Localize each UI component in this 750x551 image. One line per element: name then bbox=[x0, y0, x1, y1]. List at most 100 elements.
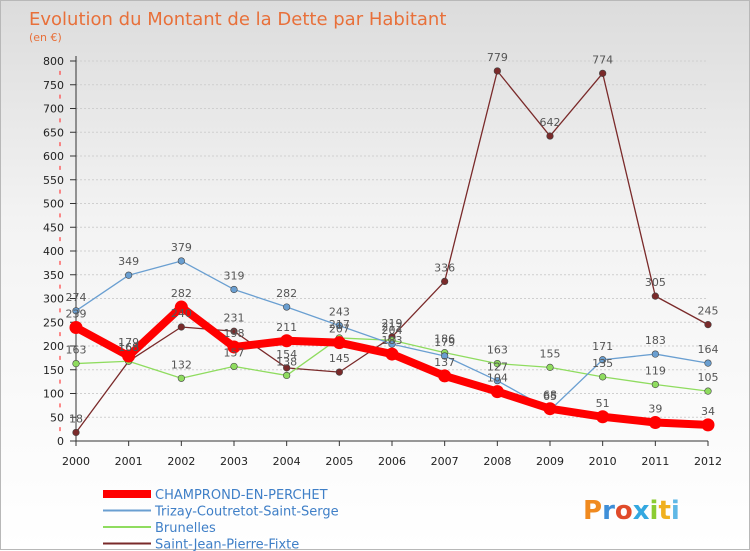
legend-label-saint-jean-pierre-fixte: Saint-Jean-Pierre-Fixte bbox=[155, 538, 299, 551]
point-champrond-en-perchet-2007 bbox=[438, 369, 451, 382]
x-tick-label-2004: 2004 bbox=[273, 455, 301, 468]
x-tick-label-2010: 2010 bbox=[589, 455, 617, 468]
data-label-brunelles-2000: 163 bbox=[66, 344, 87, 357]
data-label-trizay-coutretot-saint-serge-2002: 379 bbox=[171, 241, 192, 254]
data-label-champrond-en-perchet-2007: 137 bbox=[434, 356, 455, 369]
y-tick-label-550: 550 bbox=[43, 174, 64, 187]
legend: CHAMPROND-EN-PERCHET Trizay-Coutretot-Sai… bbox=[103, 488, 339, 551]
logo-letter: r bbox=[602, 496, 615, 526]
y-tick-label-0: 0 bbox=[57, 435, 64, 448]
point-trizay-coutretot-saint-serge-2011 bbox=[652, 351, 659, 358]
point-saint-jean-pierre-fixte-2010 bbox=[599, 70, 606, 77]
data-label-champrond-en-perchet-2000: 239 bbox=[66, 307, 87, 320]
data-label-trizay-coutretot-saint-serge-2003: 319 bbox=[224, 269, 245, 282]
y-tick-label-50: 50 bbox=[50, 411, 64, 424]
data-label-trizay-coutretot-saint-serge-2007: 179 bbox=[434, 336, 455, 349]
point-saint-jean-pierre-fixte-2005 bbox=[336, 369, 343, 376]
proxiti-logo: Proxiti bbox=[583, 496, 680, 526]
y-tick-label-100: 100 bbox=[43, 388, 64, 401]
chart-subtitle: (en €) bbox=[29, 31, 62, 44]
axes: 0 50 100 150 200 250 300 350 400 450 500 550 600 650 7… bbox=[43, 55, 722, 468]
point-champrond-en-perchet-2011 bbox=[649, 416, 662, 429]
data-label-brunelles-2012: 105 bbox=[698, 371, 719, 384]
data-label-champrond-en-perchet-2012: 34 bbox=[701, 405, 715, 418]
point-saint-jean-pierre-fixte-2009 bbox=[547, 133, 554, 140]
point-brunelles-2009 bbox=[547, 364, 554, 371]
data-label-brunelles-2009: 155 bbox=[540, 347, 561, 360]
y-tick-label-600: 600 bbox=[43, 150, 64, 163]
y-tick-label-150: 150 bbox=[43, 364, 64, 377]
chart-title: Evolution du Montant de la Dette par Hab… bbox=[29, 9, 446, 30]
data-label-champrond-en-perchet-2002: 282 bbox=[171, 287, 192, 300]
point-champrond-en-perchet-2008 bbox=[491, 385, 504, 398]
point-champrond-en-perchet-2005 bbox=[333, 336, 346, 349]
data-label-trizay-coutretot-saint-serge-2000: 274 bbox=[66, 291, 87, 304]
y-tick-label-650: 650 bbox=[43, 126, 64, 139]
x-tick-label-2007: 2007 bbox=[431, 455, 459, 468]
point-trizay-coutretot-saint-serge-2001 bbox=[125, 272, 132, 279]
point-trizay-coutretot-saint-serge-2003 bbox=[231, 286, 238, 293]
data-label-saint-jean-pierre-fixte-2002: 240 bbox=[171, 307, 192, 320]
data-label-champrond-en-perchet-2009: 68 bbox=[543, 389, 557, 402]
x-tick-label-2003: 2003 bbox=[220, 455, 248, 468]
x-tick-label-2000: 2000 bbox=[62, 455, 90, 468]
x-tick-label-2001: 2001 bbox=[115, 455, 143, 468]
point-saint-jean-pierre-fixte-2008 bbox=[494, 68, 501, 75]
data-label-brunelles-2002: 132 bbox=[171, 358, 192, 371]
data-label-trizay-coutretot-saint-serge-2012: 164 bbox=[698, 343, 719, 356]
data-label-saint-jean-pierre-fixte-2010: 774 bbox=[592, 53, 613, 66]
x-tick-label-2009: 2009 bbox=[536, 455, 564, 468]
point-brunelles-2010 bbox=[599, 374, 606, 381]
data-label-champrond-en-perchet-2008: 104 bbox=[487, 372, 508, 385]
x-tick-label-2011: 2011 bbox=[641, 455, 669, 468]
point-saint-jean-pierre-fixte-2007 bbox=[441, 278, 448, 285]
y-tick-label-500: 500 bbox=[43, 198, 64, 211]
x-tick-label-2012: 2012 bbox=[694, 455, 722, 468]
y-tick-label-700: 700 bbox=[43, 103, 64, 116]
point-champrond-en-perchet-2012 bbox=[702, 418, 715, 431]
data-label-saint-jean-pierre-fixte-2003: 231 bbox=[224, 311, 245, 324]
y-tick-label-350: 350 bbox=[43, 269, 64, 282]
data-label-saint-jean-pierre-fixte-2008: 779 bbox=[487, 51, 508, 64]
point-champrond-en-perchet-2010 bbox=[596, 410, 609, 423]
data-label-brunelles-2011: 119 bbox=[645, 364, 666, 377]
legend-label-brunelles: Brunelles bbox=[155, 521, 216, 536]
data-label-champrond-en-perchet-2005: 207 bbox=[329, 323, 350, 336]
data-label-champrond-en-perchet-2011: 39 bbox=[648, 402, 662, 415]
x-tick-label-2005: 2005 bbox=[325, 455, 353, 468]
y-tick-label-250: 250 bbox=[43, 316, 64, 329]
point-saint-jean-pierre-fixte-2011 bbox=[652, 293, 659, 300]
data-label-brunelles-2004: 138 bbox=[276, 355, 297, 368]
legend-label-champrond-en-perchet: CHAMPROND-EN-PERCHET bbox=[155, 488, 328, 503]
data-label-champrond-en-perchet-2006: 183 bbox=[382, 334, 403, 347]
point-champrond-en-perchet-2009 bbox=[544, 402, 557, 415]
data-label-saint-jean-pierre-fixte-2007: 336 bbox=[434, 261, 455, 274]
y-tick-label-450: 450 bbox=[43, 221, 64, 234]
x-tick-label-2002: 2002 bbox=[167, 455, 195, 468]
data-label-trizay-coutretot-saint-serge-2010: 171 bbox=[592, 340, 613, 353]
data-label-champrond-en-perchet-2004: 211 bbox=[276, 321, 297, 334]
series-group bbox=[70, 68, 715, 436]
data-label-trizay-coutretot-saint-serge-2005: 243 bbox=[329, 306, 350, 319]
y-tick-label-200: 200 bbox=[43, 340, 64, 353]
point-saint-jean-pierre-fixte-2012 bbox=[705, 321, 712, 328]
point-brunelles-2011 bbox=[652, 381, 659, 388]
point-trizay-coutretot-saint-serge-2012 bbox=[705, 360, 712, 367]
x-tick-label-2006: 2006 bbox=[378, 455, 406, 468]
logo-letter: i bbox=[671, 496, 680, 526]
point-saint-jean-pierre-fixte-2000 bbox=[73, 429, 80, 436]
point-brunelles-2003 bbox=[231, 363, 238, 370]
y-tick-label-750: 750 bbox=[43, 79, 64, 92]
y-tick-label-400: 400 bbox=[43, 245, 64, 258]
point-trizay-coutretot-saint-serge-2002 bbox=[178, 258, 185, 265]
data-label-saint-jean-pierre-fixte-2000: 18 bbox=[69, 412, 83, 425]
point-trizay-coutretot-saint-serge-2004 bbox=[283, 304, 290, 311]
y-tick-label-300: 300 bbox=[43, 293, 64, 306]
data-label-champrond-en-perchet-2001: 179 bbox=[118, 336, 139, 349]
data-label-trizay-coutretot-saint-serge-2011: 183 bbox=[645, 334, 666, 347]
legend-label-trizay-coutretot-saint-serge: Trizay-Coutretot-Saint-Serge bbox=[154, 505, 339, 520]
data-label-trizay-coutretot-saint-serge-2004: 282 bbox=[276, 287, 297, 300]
point-champrond-en-perchet-2006 bbox=[386, 348, 399, 361]
